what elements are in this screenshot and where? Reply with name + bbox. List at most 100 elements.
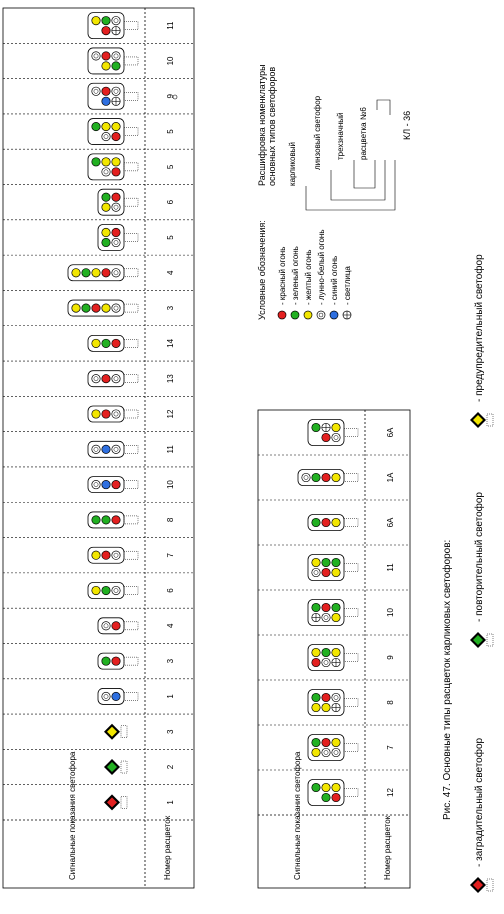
lamp-G bbox=[311, 422, 321, 433]
upper-signal bbox=[87, 118, 139, 145]
signal-head bbox=[307, 599, 359, 626]
lamp-Y bbox=[101, 202, 111, 212]
nomenclature-label-1: карликовый bbox=[288, 142, 297, 186]
upper-signal bbox=[87, 47, 139, 75]
lamp-R bbox=[101, 409, 111, 419]
signal-head bbox=[87, 47, 139, 75]
upper-col-label: 10 bbox=[166, 56, 175, 65]
upper-col-label: 6 bbox=[166, 199, 175, 204]
lamp-Y bbox=[331, 422, 341, 433]
upper-signal bbox=[87, 511, 139, 529]
lower-header-number: Номер расцветок bbox=[383, 815, 392, 880]
signal-head bbox=[297, 469, 359, 486]
lamp-X bbox=[342, 310, 352, 320]
signal-head bbox=[307, 554, 359, 581]
lamp-Y bbox=[91, 585, 101, 596]
diamond-signal-Y bbox=[104, 723, 128, 740]
lamp-Y bbox=[91, 338, 101, 348]
lamp-R bbox=[111, 480, 121, 490]
lamp-Y bbox=[101, 122, 111, 132]
lamp-R bbox=[91, 303, 101, 313]
lamp-R bbox=[101, 550, 111, 560]
lamp-R bbox=[111, 656, 121, 666]
lower-signal bbox=[307, 554, 359, 581]
lamp-R bbox=[111, 227, 121, 238]
upper-col-label: 5 bbox=[166, 129, 175, 134]
bottom-legend: - заградительный светофор - повторительны… bbox=[470, 254, 494, 893]
lamp-W bbox=[101, 132, 111, 142]
lamp-R bbox=[331, 792, 341, 803]
upper-col-label: 11 bbox=[166, 445, 175, 454]
lamp-W bbox=[101, 621, 111, 631]
upper-signal bbox=[67, 264, 139, 282]
upper-signal bbox=[87, 546, 139, 564]
lamp-Y bbox=[303, 310, 313, 320]
lamp-Y bbox=[331, 567, 341, 578]
nomenclature-label-4: расцветка №6 bbox=[359, 107, 368, 160]
signal-head bbox=[97, 224, 139, 251]
lamp-B bbox=[101, 480, 111, 490]
lamp-W bbox=[111, 374, 121, 384]
upper-signal bbox=[67, 299, 139, 317]
lamp-W bbox=[111, 202, 121, 212]
upper-signal bbox=[87, 12, 139, 40]
lower-signal bbox=[307, 419, 359, 446]
upper-col-label: 3 bbox=[166, 305, 175, 310]
lower-signal bbox=[307, 599, 359, 626]
signal-head bbox=[97, 652, 139, 670]
upper-signal bbox=[97, 188, 139, 216]
lamp-R bbox=[101, 26, 111, 36]
signal-head bbox=[307, 419, 359, 446]
upper-col-label: 4 bbox=[166, 270, 175, 275]
lamp-Y bbox=[331, 517, 341, 528]
lower-col-label: 6А bbox=[386, 427, 395, 437]
bottom-legend-label: - предупредительный светофор bbox=[473, 254, 485, 402]
lamp-G bbox=[101, 515, 111, 525]
nomenclature-leaders bbox=[305, 99, 396, 211]
lamp-Y bbox=[321, 782, 331, 793]
signal-head bbox=[97, 688, 139, 705]
signal-head bbox=[307, 689, 359, 716]
lamp-Y bbox=[91, 550, 101, 560]
lamp-G bbox=[311, 602, 321, 613]
lamp-G bbox=[311, 692, 321, 703]
lower-column-lines bbox=[258, 454, 410, 771]
lamp-G bbox=[101, 656, 111, 666]
lamp-Y bbox=[101, 227, 111, 238]
signal-head bbox=[87, 405, 139, 423]
lamp-X bbox=[311, 612, 321, 623]
upper-col-label: 8 bbox=[166, 517, 175, 522]
lower-signal bbox=[307, 779, 359, 806]
lower-signal bbox=[307, 734, 359, 761]
lower-col-label: 10 bbox=[386, 608, 395, 617]
lamp-Y bbox=[331, 737, 341, 748]
upper-signal bbox=[97, 617, 139, 635]
signal-head bbox=[307, 734, 359, 761]
upper-col-label: 7 bbox=[166, 552, 175, 557]
lamp-X bbox=[111, 26, 121, 36]
lamp-G bbox=[91, 157, 101, 167]
leader-3 bbox=[353, 160, 376, 189]
lamp-W bbox=[301, 472, 311, 483]
signal-head bbox=[87, 334, 139, 352]
signal-head bbox=[307, 779, 359, 806]
lamp-W bbox=[101, 691, 111, 701]
lamp-W bbox=[91, 86, 101, 96]
signal-head bbox=[87, 12, 139, 40]
upper-signal bbox=[87, 153, 139, 181]
lower-signal bbox=[307, 644, 359, 671]
lamp-R bbox=[101, 86, 111, 96]
lamp-G bbox=[331, 557, 341, 568]
lamp-Y bbox=[91, 409, 101, 419]
lamp-R bbox=[321, 602, 331, 613]
lamp-G bbox=[81, 268, 91, 278]
lower-col-label: 11 bbox=[386, 563, 395, 572]
lamp-W bbox=[111, 86, 121, 96]
legend-item-label: - лунно-белый огонь bbox=[317, 229, 326, 305]
legend: Условные обозначения: - красный огонь - з… bbox=[257, 220, 352, 320]
signal-head bbox=[87, 153, 139, 181]
lamp-W bbox=[111, 51, 121, 61]
legend-item-label: - зеленый огонь bbox=[291, 246, 300, 305]
